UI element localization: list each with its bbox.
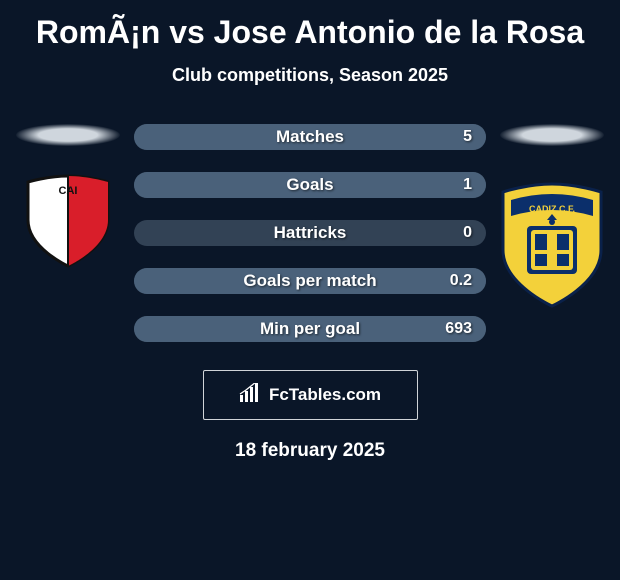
club-cadiz-badge: CADIZ C.F. — [497, 180, 607, 310]
stats-list: Matches 5 Goals 1 Hattricks 0 Goals per … — [128, 124, 492, 342]
stat-row-goals-per-match: Goals per match 0.2 — [134, 268, 486, 294]
branding-box[interactable]: FcTables.com — [203, 370, 418, 420]
chart-bars-icon — [239, 383, 263, 408]
footer-date: 18 february 2025 — [0, 440, 620, 462]
stat-value: 5 — [463, 128, 472, 146]
stat-label: Min per goal — [260, 319, 360, 339]
left-club-column: CAI — [8, 124, 128, 270]
player-shadow-left — [16, 124, 120, 146]
stat-value: 693 — [445, 320, 472, 338]
stat-value: 0 — [463, 224, 472, 242]
right-club-column: CADIZ C.F. — [492, 124, 612, 310]
branding-text: FcTables.com — [269, 385, 381, 405]
club-independiente-badge: CAI — [18, 170, 118, 270]
stat-row-goals: Goals 1 — [134, 172, 486, 198]
svg-text:CAI: CAI — [59, 185, 78, 197]
player-shadow-right — [500, 124, 604, 146]
stat-label: Goals — [286, 175, 333, 195]
stat-row-min-per-goal: Min per goal 693 — [134, 316, 486, 342]
stat-value: 1 — [463, 176, 472, 194]
page-subtitle: Club competitions, Season 2025 — [0, 65, 620, 86]
stat-row-hattricks: Hattricks 0 — [134, 220, 486, 246]
page-title: RomÃ¡n vs Jose Antonio de la Rosa — [0, 0, 620, 51]
svg-text:CADIZ C.F.: CADIZ C.F. — [529, 204, 575, 214]
stat-label: Goals per match — [243, 271, 376, 291]
stat-value: 0.2 — [450, 272, 472, 290]
comparison-row: CAI Matches 5 Goals 1 Hattricks 0 Goals … — [0, 124, 620, 342]
stat-label: Hattricks — [274, 223, 347, 243]
stat-label: Matches — [276, 127, 344, 147]
stat-row-matches: Matches 5 — [134, 124, 486, 150]
